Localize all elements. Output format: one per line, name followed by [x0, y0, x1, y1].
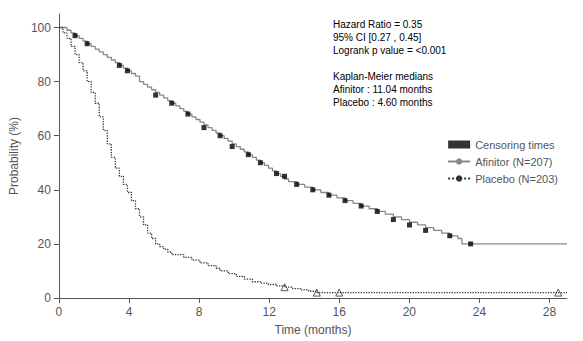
svg-text:100: 100 — [31, 21, 51, 35]
svg-text:20: 20 — [38, 237, 52, 251]
svg-text:0: 0 — [56, 305, 63, 319]
svg-text:8: 8 — [196, 305, 203, 319]
svg-text:24: 24 — [473, 305, 487, 319]
svg-text:28: 28 — [543, 305, 557, 319]
svg-text:Censoring times: Censoring times — [475, 139, 555, 151]
svg-text:4: 4 — [126, 305, 133, 319]
svg-text:95% CI [0.27 , 0.45]: 95% CI [0.27 , 0.45] — [333, 32, 422, 43]
svg-text:Afinitor (N=207): Afinitor (N=207) — [475, 156, 552, 168]
svg-text:60: 60 — [38, 129, 52, 143]
svg-text:20: 20 — [403, 305, 417, 319]
svg-text:Logrank p value = <0.001: Logrank p value = <0.001 — [333, 45, 447, 56]
svg-text:Kaplan-Meier medians: Kaplan-Meier medians — [333, 71, 433, 82]
svg-text:16: 16 — [333, 305, 347, 319]
svg-text:Placebo (N=203): Placebo (N=203) — [475, 173, 558, 185]
svg-text:Placebo : 4.60 months: Placebo : 4.60 months — [333, 97, 433, 108]
svg-text:Afinitor : 11.04 months: Afinitor : 11.04 months — [333, 84, 432, 95]
svg-text:80: 80 — [38, 75, 52, 89]
svg-text:12: 12 — [262, 305, 276, 319]
svg-text:Probability (%): Probability (%) — [7, 117, 21, 195]
svg-text:Time (months): Time (months) — [275, 323, 352, 337]
svg-text:Hazard Ratio = 0.35: Hazard Ratio = 0.35 — [333, 19, 423, 30]
svg-text:0: 0 — [44, 291, 51, 305]
svg-text:40: 40 — [38, 183, 52, 197]
